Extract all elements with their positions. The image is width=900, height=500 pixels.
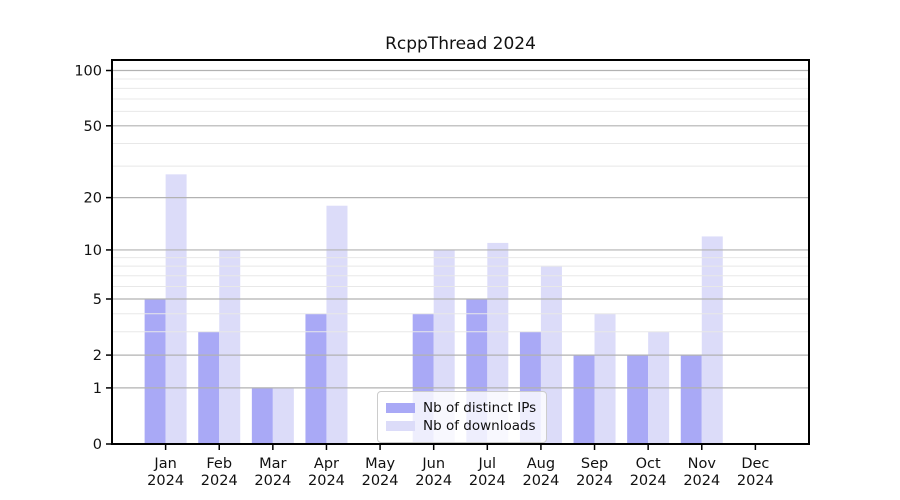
y-tick-label-0: 0 bbox=[93, 437, 102, 453]
bar-nb-of-downloads-sep-2024 bbox=[594, 313, 616, 444]
x-tick-label-apr-2024: Apr 2024 bbox=[308, 456, 345, 489]
y-tick-label-2: 2 bbox=[93, 348, 102, 364]
bar-nb-of-downloads-nov-2024 bbox=[701, 236, 723, 444]
bar-nb-of-distinct-ips-apr-2024 bbox=[305, 313, 327, 444]
x-tick-label-may-2024: May 2024 bbox=[362, 456, 399, 489]
bar-nb-of-downloads-feb-2024 bbox=[219, 249, 241, 444]
bar-nb-of-downloads-apr-2024 bbox=[326, 205, 348, 444]
legend-swatch-distinct-ips bbox=[386, 403, 415, 413]
chart-title: RcppThread 2024 bbox=[385, 34, 536, 54]
legend-label-downloads: Nb of downloads bbox=[423, 418, 536, 434]
bar-nb-of-downloads-jan-2024 bbox=[165, 174, 187, 445]
y-tick-label-1: 1 bbox=[93, 381, 102, 397]
bar-nb-of-distinct-ips-mar-2024 bbox=[251, 387, 273, 444]
y-tick-label-10: 10 bbox=[84, 243, 102, 259]
x-tick-label-nov-2024: Nov 2024 bbox=[683, 456, 720, 489]
x-tick-label-feb-2024: Feb 2024 bbox=[201, 456, 238, 489]
y-tick-label-100: 100 bbox=[74, 64, 102, 80]
x-tick-label-aug-2024: Aug 2024 bbox=[522, 456, 559, 489]
legend: Nb of distinct IPs Nb of downloads bbox=[377, 391, 547, 443]
x-tick-label-sep-2024: Sep 2024 bbox=[576, 456, 613, 489]
y-tick-label-20: 20 bbox=[84, 191, 102, 207]
axes-frame bbox=[111, 59, 810, 445]
x-tick-label-jun-2024: Jun 2024 bbox=[415, 456, 452, 489]
x-tick-label-dec-2024: Dec 2024 bbox=[737, 456, 774, 489]
x-tick-label-jan-2024: Jan 2024 bbox=[147, 456, 184, 489]
bar-nb-of-distinct-ips-sep-2024 bbox=[573, 355, 595, 444]
bar-nb-of-distinct-ips-nov-2024 bbox=[680, 355, 702, 444]
y-tick-label-50: 50 bbox=[84, 119, 102, 135]
x-tick-label-jul-2024: Jul 2024 bbox=[469, 456, 506, 489]
bar-nb-of-distinct-ips-oct-2024 bbox=[627, 355, 649, 444]
x-tick-label-mar-2024: Mar 2024 bbox=[254, 456, 291, 489]
legend-swatch-downloads bbox=[386, 421, 415, 431]
legend-item-distinct-ips: Nb of distinct IPs bbox=[386, 400, 536, 416]
legend-item-downloads: Nb of downloads bbox=[386, 418, 536, 434]
bar-nb-of-distinct-ips-jan-2024 bbox=[144, 298, 166, 444]
bar-nb-of-downloads-mar-2024 bbox=[272, 387, 294, 444]
x-tick-label-oct-2024: Oct 2024 bbox=[630, 456, 667, 489]
legend-label-distinct-ips: Nb of distinct IPs bbox=[423, 400, 537, 416]
y-tick-label-5: 5 bbox=[93, 292, 102, 308]
